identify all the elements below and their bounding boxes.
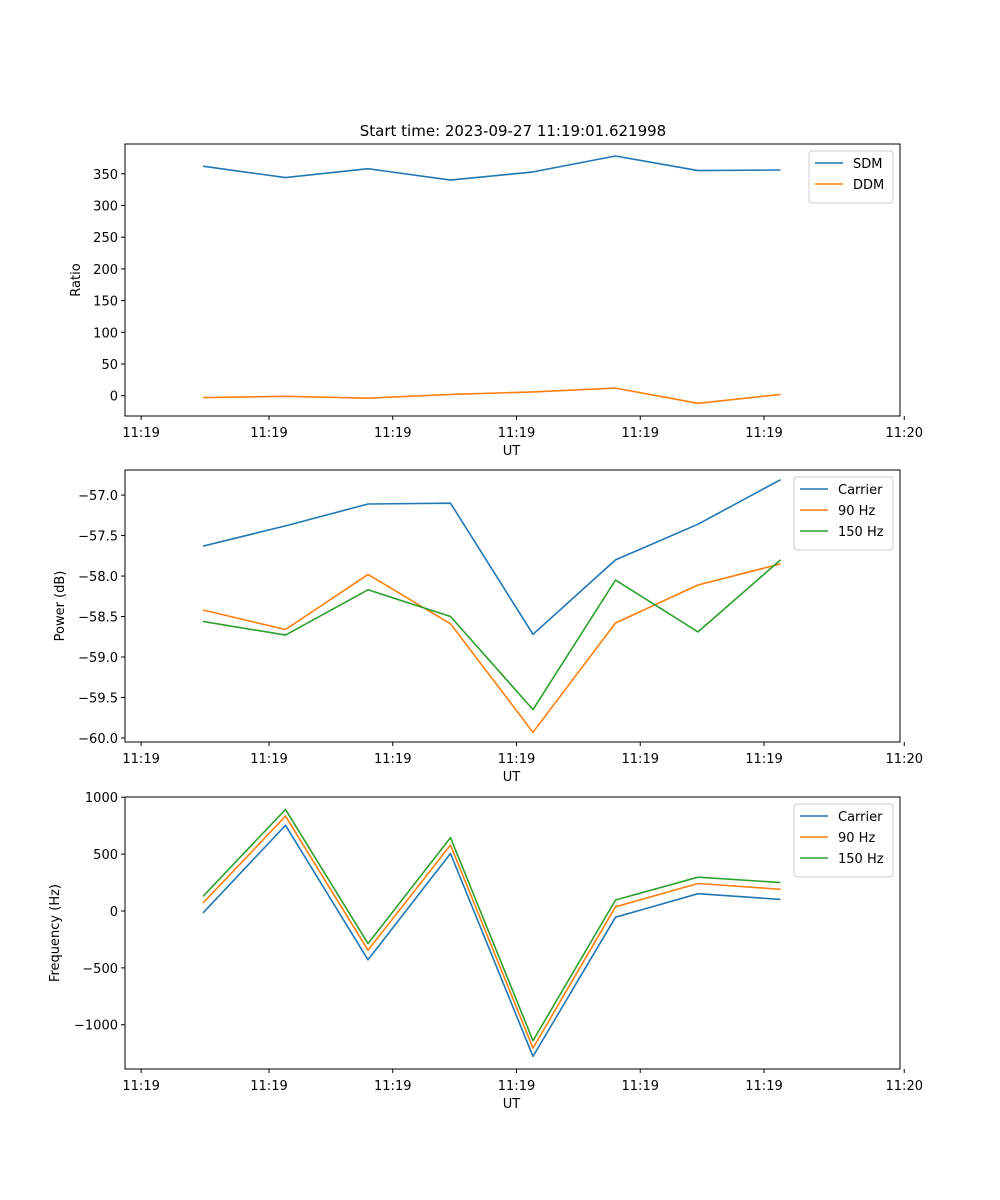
y-tick-label: 50 bbox=[101, 358, 118, 373]
y-tick-label: 150 bbox=[93, 295, 118, 310]
x-axis-label: UT bbox=[503, 1097, 521, 1112]
y-axis-label: Frequency (Hz) bbox=[48, 884, 63, 982]
axes-frame bbox=[124, 796, 901, 1070]
legend: SDM DDM bbox=[808, 150, 894, 204]
y-tick-label: 0 bbox=[110, 905, 118, 920]
x-tick-label: 11:20 bbox=[886, 426, 923, 441]
figure-title: Start time: 2023-09-27 11:19:01.621998 bbox=[360, 122, 666, 140]
x-axis-label: UT bbox=[503, 770, 521, 785]
series-line-90-hz bbox=[202, 563, 781, 734]
y-tick-label: 1000 bbox=[85, 791, 118, 806]
y-tick-label: −58.5 bbox=[78, 611, 118, 626]
y-axis-label: Power (dB) bbox=[53, 571, 68, 642]
legend: Carrier 90 Hz 150 Hz bbox=[793, 476, 894, 551]
x-tick-label: 11:19 bbox=[122, 752, 159, 767]
legend-label: Carrier bbox=[838, 483, 883, 498]
series-line-90-hz bbox=[202, 815, 781, 1049]
legend-label: 90 Hz bbox=[838, 831, 875, 846]
y-tick-label: −58.0 bbox=[78, 570, 118, 585]
y-tick-label: −59.5 bbox=[78, 691, 118, 706]
x-tick-label: 11:19 bbox=[374, 426, 411, 441]
y-tick-label: −59.0 bbox=[78, 651, 118, 666]
x-tick-label: 11:19 bbox=[122, 1079, 159, 1094]
x-tick-label: 11:19 bbox=[374, 1079, 411, 1094]
x-tick-label: 11:19 bbox=[250, 1079, 287, 1094]
y-tick-label: −1000 bbox=[74, 1019, 118, 1034]
legend-label: 150 Hz bbox=[838, 852, 884, 867]
x-tick-label: 11:19 bbox=[622, 426, 659, 441]
series-line-150-hz bbox=[202, 559, 782, 711]
y-tick-label: 100 bbox=[93, 326, 118, 341]
series-line-carrier bbox=[202, 824, 781, 1058]
y-tick-label: 250 bbox=[93, 231, 118, 246]
y-tick-label: 200 bbox=[93, 263, 118, 278]
panels: 0 50 100 150 200 250 300 350 11:19 11:19 11:19 11:1… bbox=[48, 143, 923, 1112]
x-tick-label: 11:19 bbox=[250, 752, 287, 767]
x-tick-label: 11:19 bbox=[250, 426, 287, 441]
y-tick-label: 0 bbox=[110, 390, 118, 405]
y-tick-label: 350 bbox=[93, 168, 118, 183]
axes-frame bbox=[124, 469, 901, 743]
x-tick-label: 11:20 bbox=[886, 752, 923, 767]
legend: Carrier 90 Hz 150 Hz bbox=[793, 803, 894, 878]
chart-panel-3: −1000 −500 0 500 1000 11:19 11:19 11:19 11:19 11:… bbox=[48, 791, 923, 1112]
y-axis-label: Ratio bbox=[69, 263, 84, 296]
x-tick-label: 11:19 bbox=[122, 426, 159, 441]
x-tick-label: 11:20 bbox=[886, 1079, 923, 1094]
y-tick-label: 300 bbox=[93, 200, 118, 215]
x-tick-label: 11:19 bbox=[498, 426, 535, 441]
x-tick-label: 11:19 bbox=[622, 752, 659, 767]
series-line-150-hz bbox=[202, 808, 781, 1042]
series-line-carrier bbox=[202, 478, 781, 636]
legend-label: 150 Hz bbox=[838, 525, 884, 540]
y-tick-label: −57.0 bbox=[78, 489, 118, 504]
x-tick-label: 11:19 bbox=[498, 1079, 535, 1094]
legend-label: 90 Hz bbox=[838, 504, 875, 519]
x-tick-label: 11:19 bbox=[622, 1079, 659, 1094]
series-line-sdm bbox=[202, 155, 781, 181]
axes-frame bbox=[124, 143, 901, 417]
legend-label: SDM bbox=[853, 157, 882, 172]
chart-panel-1: 0 50 100 150 200 250 300 350 11:19 11:19 11:19 11:1… bbox=[69, 143, 923, 459]
legend-label: Carrier bbox=[838, 810, 883, 825]
y-tick-label: −500 bbox=[82, 962, 118, 977]
x-tick-label: 11:19 bbox=[745, 1079, 782, 1094]
y-tick-label: −57.5 bbox=[78, 530, 118, 545]
y-tick-label: 500 bbox=[93, 848, 118, 863]
x-tick-label: 11:19 bbox=[374, 752, 411, 767]
series-line-ddm bbox=[202, 387, 781, 405]
legend-label: DDM bbox=[853, 178, 884, 193]
x-tick-label: 11:19 bbox=[745, 752, 782, 767]
legend-box bbox=[808, 150, 894, 204]
x-axis-label: UT bbox=[503, 444, 521, 459]
x-tick-label: 11:19 bbox=[498, 752, 535, 767]
x-tick-label: 11:19 bbox=[745, 426, 782, 441]
y-tick-label: −60.0 bbox=[78, 732, 118, 747]
chart-panel-2: −60.0 −59.5 −59.0 −58.5 −58.0 −57.5 −57.0 11:19… bbox=[53, 469, 923, 785]
